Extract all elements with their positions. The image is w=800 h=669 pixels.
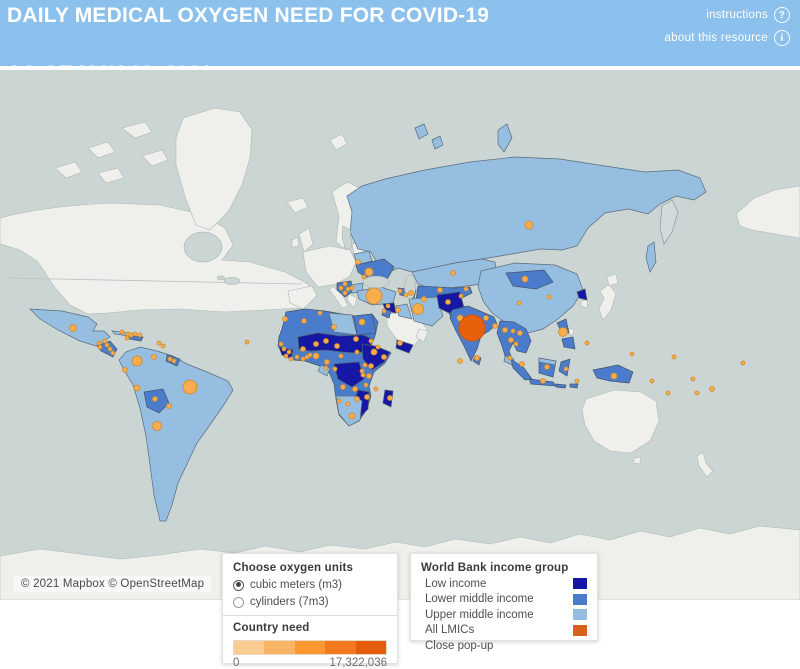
header-links: instructions ? about this resource i — [664, 7, 790, 46]
sea-layer — [183, 225, 416, 300]
close-popup-link[interactable]: Close pop-up — [421, 640, 587, 652]
instructions-button[interactable]: instructions ? — [706, 7, 790, 23]
legend-item-all-lmics[interactable]: All LMICs — [421, 624, 587, 636]
scale-step-2 — [264, 641, 295, 654]
about-label: about this resource — [664, 32, 768, 44]
world-map-svg[interactable] — [0, 70, 800, 600]
legend-label: Upper middle income — [425, 608, 534, 621]
need-circles[interactable] — [69, 220, 746, 431]
scale-step-3 — [294, 641, 326, 654]
scale-max-label: 17,322,036 — [329, 657, 387, 669]
all-lmics-swatch — [573, 624, 587, 636]
radio-cubic-meters-label: cubic meters (m3) — [250, 579, 343, 591]
question-icon[interactable]: ? — [774, 7, 790, 23]
scale-step-1 — [234, 641, 265, 654]
scale-step-4 — [325, 641, 356, 654]
legend-item-low-income[interactable]: Low income — [421, 578, 587, 590]
panel-divider — [223, 615, 397, 616]
header-bar: DAILY MEDICAL OXYGEN NEED FOR COVID-19 A… — [0, 0, 800, 85]
legend-label: All LMICs — [425, 624, 475, 636]
world-map[interactable]: © 2021 Mapbox © OpenStreetMap Choose oxy… — [0, 70, 800, 669]
map-attribution: © 2021 Mapbox © OpenStreetMap — [14, 576, 212, 592]
legend-label: Lower middle income — [425, 593, 534, 605]
radio-cylinders-control[interactable] — [233, 596, 244, 608]
radio-cylinders-label: cylinders (7m3) — [250, 596, 329, 608]
scale-step-5 — [355, 641, 387, 654]
radio-cylinders[interactable]: cylinders (7m3) — [233, 596, 387, 608]
low-income-swatch — [573, 578, 587, 589]
units-panel-title: Choose oxygen units — [233, 562, 354, 574]
upper-middle-swatch — [573, 609, 587, 620]
country-income-layer[interactable] — [29, 123, 707, 522]
country-need-title: Country need — [233, 622, 310, 634]
instructions-label: instructions — [706, 9, 768, 21]
scale-min-label: 0 — [233, 657, 240, 669]
radio-cubic-meters-control[interactable] — [233, 579, 244, 591]
need-color-scale — [233, 640, 387, 655]
legend-item-upper-middle[interactable]: Upper middle income — [421, 609, 587, 621]
info-icon[interactable]: i — [774, 30, 790, 46]
close-popup-label: Close pop-up — [425, 639, 494, 652]
income-group-panel: World Bank income group Low income Lower… — [410, 553, 598, 652]
legend-item-lower-middle[interactable]: Lower middle income — [421, 593, 587, 605]
income-panel-title: World Bank income group — [421, 562, 569, 574]
legend-label: Low income — [425, 577, 487, 590]
radio-cubic-meters[interactable]: cubic meters (m3) — [233, 579, 387, 591]
lower-middle-swatch — [573, 593, 587, 605]
about-resource-button[interactable]: about this resource i — [664, 30, 790, 46]
title-line-1: DAILY MEDICAL OXYGEN NEED FOR COVID-19 — [7, 4, 490, 27]
oxygen-units-panel: Choose oxygen units cubic meters (m3) cy… — [222, 553, 398, 669]
india-max-need-circle[interactable] — [458, 314, 486, 342]
